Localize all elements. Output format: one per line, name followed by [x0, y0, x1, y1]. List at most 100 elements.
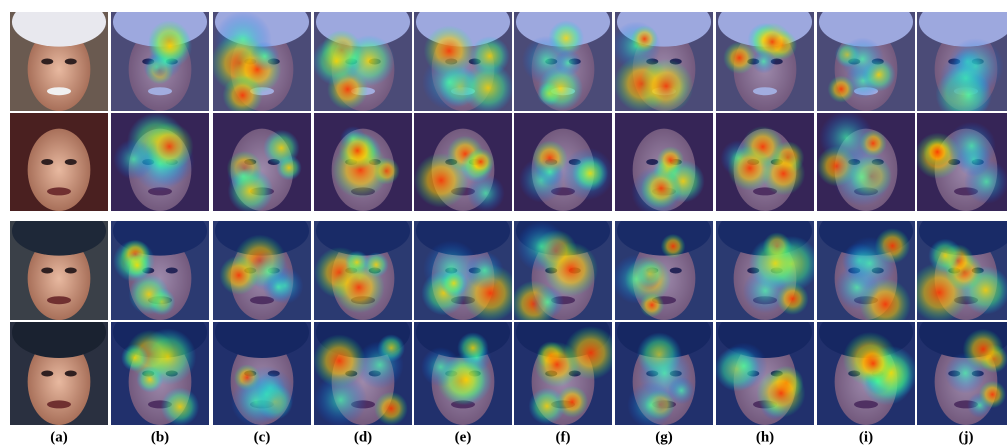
image-cell [612, 206, 713, 320]
image [817, 206, 915, 330]
image [414, 307, 512, 425]
heatmap-blob [819, 111, 873, 165]
image [909, 206, 1007, 322]
heatmap-blob [572, 155, 608, 191]
image-cell [10, 206, 108, 320]
panel-label: (f) [556, 429, 571, 445]
image-cell [816, 111, 915, 211]
image [817, 0, 915, 111]
image-cell [514, 113, 614, 211]
image-cell [511, 206, 612, 327]
image-cell [716, 113, 814, 211]
image-cell [615, 113, 713, 217]
heatmap-blob [963, 329, 1004, 370]
image [414, 0, 514, 113]
heatmap-blob [556, 386, 588, 418]
image [716, 0, 814, 111]
panel-label: (e) [455, 429, 472, 445]
heatmap-blob [228, 168, 274, 214]
heatmap-blob [564, 326, 618, 380]
eye [65, 59, 77, 65]
image-cell [111, 0, 209, 111]
eye [65, 268, 77, 274]
image [10, 206, 108, 320]
image-cell [817, 0, 915, 111]
mouth [47, 296, 71, 304]
image [111, 0, 209, 111]
heatmap-blob [928, 239, 962, 273]
image [816, 111, 915, 211]
heatmap-blob [338, 132, 376, 170]
image-cell [213, 307, 311, 427]
image-cell [213, 113, 311, 214]
heatmap-blob [535, 158, 564, 187]
image-cell [213, 206, 311, 320]
image-cell [314, 113, 412, 211]
heatmap-blob [231, 377, 281, 427]
image [210, 0, 311, 115]
figure: (a)(b)(c)(d)(e)(f)(g)(h)(i)(j) [0, 0, 1007, 448]
image [514, 0, 612, 111]
image-cell [611, 0, 713, 113]
mouth [47, 400, 71, 408]
image-cell [312, 0, 412, 111]
eye [41, 59, 53, 65]
heatmap-blob [250, 42, 280, 72]
image [917, 307, 1007, 425]
image [716, 113, 814, 211]
image [111, 112, 209, 211]
heatmap-blob [841, 37, 884, 80]
image [314, 113, 412, 211]
image-cell [716, 206, 819, 320]
image-cell [615, 307, 713, 429]
eye [41, 371, 53, 377]
image-cell [111, 206, 209, 320]
image-cell [414, 206, 519, 322]
image [312, 0, 412, 111]
image [314, 206, 412, 320]
heatmap-blob [440, 270, 467, 297]
image-cell [917, 0, 1007, 122]
heatmap-blob [223, 75, 263, 115]
image [111, 206, 209, 320]
eye [65, 159, 77, 165]
heatmap-blob [752, 49, 776, 73]
image-cell [414, 307, 512, 425]
image [213, 307, 311, 427]
image [716, 206, 819, 320]
image-cell [414, 0, 514, 113]
image-cell [10, 113, 108, 211]
image [615, 113, 713, 217]
image-cell [210, 0, 311, 115]
heatmap-blob [612, 255, 661, 304]
image [514, 307, 618, 425]
heatmap-blob [853, 343, 893, 383]
heatmap-blob [661, 234, 686, 259]
panel-label: (b) [151, 429, 169, 445]
heatmap-blob [129, 274, 170, 315]
image [10, 307, 108, 425]
heatmap-blob [374, 392, 408, 426]
cap [12, 206, 106, 256]
image [511, 206, 612, 327]
panel-label: (i) [859, 429, 873, 445]
page: (a)(b)(c)(d)(e)(f)(g)(h)(i)(j) (() => { … [0, 0, 1007, 448]
image-cell [111, 307, 209, 426]
heatmap-blob [312, 37, 361, 86]
image-cell [716, 0, 814, 111]
heatmap-blob [219, 256, 258, 295]
image-cell [817, 206, 915, 330]
panel-label: (g) [655, 429, 673, 445]
heatmap-blob [538, 66, 583, 111]
image [10, 113, 108, 211]
image-cell [514, 307, 618, 425]
face [28, 129, 91, 211]
heatmap-blob [466, 251, 504, 289]
heatmap-blob [723, 42, 755, 74]
heatmap-blob [945, 72, 992, 119]
image-cell [715, 307, 814, 425]
heatmap-blob [145, 122, 193, 170]
heatmap-blob [631, 25, 658, 52]
heatmap-blob [757, 369, 806, 418]
heatmap-blob [627, 382, 674, 429]
